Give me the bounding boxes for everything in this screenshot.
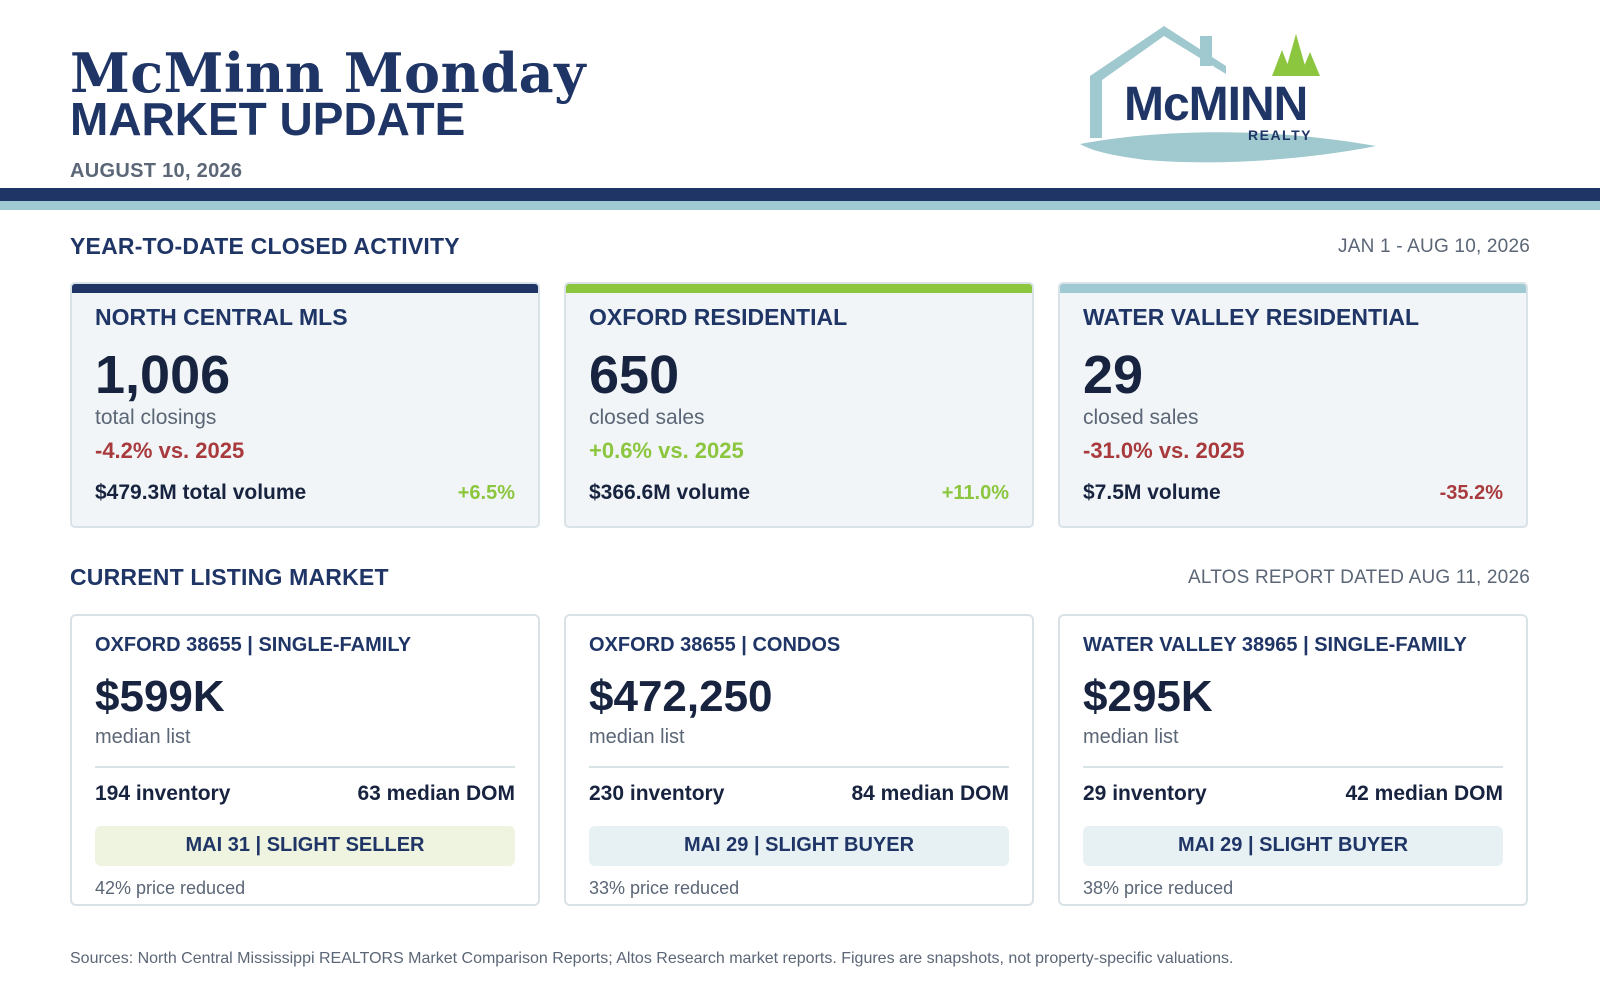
header-band-light bbox=[0, 201, 1600, 210]
card-unit: closed sales bbox=[1083, 406, 1199, 429]
card-title: OXFORD RESIDENTIAL bbox=[589, 304, 848, 330]
inventory-count: 230 inventory bbox=[589, 782, 725, 805]
page-title-script: McMinn Monday bbox=[70, 41, 586, 105]
card-yoy-change: -4.2% vs. 2025 bbox=[95, 438, 245, 463]
median-list-value: $472,250 bbox=[589, 672, 773, 721]
card-accent-bar bbox=[566, 284, 1032, 293]
listing-card-title: OXFORD 38655 | CONDOS bbox=[589, 634, 841, 656]
card-unit: total closings bbox=[95, 406, 217, 429]
ground-swoosh-icon bbox=[1080, 132, 1376, 163]
divider bbox=[589, 766, 1009, 768]
header-band-dark bbox=[0, 188, 1600, 201]
report-date: AUGUST 10, 2026 bbox=[70, 160, 243, 182]
listing-card-water-valley-sf: WATER VALLEY 38965 | SINGLE-FAMILY $295K… bbox=[1058, 614, 1528, 906]
listing-section-title: CURRENT LISTING MARKET bbox=[70, 564, 389, 590]
logo-wordmark: McMINN bbox=[1124, 78, 1307, 131]
price-reduced-stat: 42% price reduced bbox=[95, 878, 246, 898]
card-value: 29 bbox=[1083, 345, 1144, 405]
card-title: WATER VALLEY RESIDENTIAL bbox=[1083, 304, 1420, 330]
mcminn-realty-logo: McMINN REALTY bbox=[1080, 26, 1376, 163]
divider bbox=[95, 766, 515, 768]
card-value: 1,006 bbox=[95, 345, 231, 405]
median-dom: 42 median DOM bbox=[1345, 782, 1503, 805]
card-volume-change: +11.0% bbox=[941, 482, 1009, 504]
card-yoy-change: -31.0% vs. 2025 bbox=[1083, 438, 1245, 463]
card-volume-change: -35.2% bbox=[1439, 482, 1503, 504]
mai-badge: MAI 31 | SLIGHT SELLER bbox=[95, 826, 515, 866]
card-volume-change: +6.5% bbox=[457, 482, 515, 504]
ytd-date-range: JAN 1 - AUG 10, 2026 bbox=[1338, 236, 1530, 257]
card-unit: closed sales bbox=[589, 406, 705, 429]
card-volume: $366.6M volume bbox=[589, 481, 751, 504]
median-list-label: median list bbox=[1083, 726, 1179, 748]
listing-card-title: OXFORD 38655 | SINGLE-FAMILY bbox=[95, 634, 412, 656]
listing-source-date: ALTOS REPORT DATED AUG 11, 2026 bbox=[1187, 567, 1530, 588]
ytd-card-north-central: NORTH CENTRAL MLS 1,006 total closings -… bbox=[70, 282, 540, 528]
mai-badge: MAI 29 | SLIGHT BUYER bbox=[589, 826, 1009, 866]
price-reduced-stat: 33% price reduced bbox=[589, 878, 740, 898]
card-accent-bar bbox=[72, 284, 538, 293]
inventory-count: 194 inventory bbox=[95, 782, 231, 805]
listing-card-oxford-sf: OXFORD 38655 | SINGLE-FAMILY $599K media… bbox=[70, 614, 540, 906]
ytd-card-water-valley: WATER VALLEY RESIDENTIAL 29 closed sales… bbox=[1058, 282, 1528, 528]
card-accent-bar bbox=[1060, 284, 1526, 293]
inventory-count: 29 inventory bbox=[1083, 782, 1207, 805]
logo-subtext: REALTY bbox=[1248, 127, 1312, 143]
card-title: NORTH CENTRAL MLS bbox=[95, 304, 348, 330]
sources-footnote: Sources: North Central Mississippi REALT… bbox=[70, 950, 1234, 967]
median-dom: 84 median DOM bbox=[851, 782, 1009, 805]
median-dom: 63 median DOM bbox=[357, 782, 515, 805]
median-list-label: median list bbox=[589, 726, 685, 748]
listing-card-oxford-condos: OXFORD 38655 | CONDOS $472,250 median li… bbox=[564, 614, 1034, 906]
house-roof-icon bbox=[1090, 26, 1226, 138]
listing-card-title: WATER VALLEY 38965 | SINGLE-FAMILY bbox=[1083, 634, 1467, 656]
ytd-card-oxford: OXFORD RESIDENTIAL 650 closed sales +0.6… bbox=[564, 282, 1034, 528]
page-header: McMinn Monday MARKET UPDATE AUGUST 10, 2… bbox=[70, 44, 586, 183]
card-yoy-change: +0.6% vs. 2025 bbox=[589, 438, 744, 463]
card-volume: $479.3M total volume bbox=[95, 481, 307, 504]
card-value: 650 bbox=[589, 345, 680, 405]
card-volume: $7.5M volume bbox=[1083, 481, 1221, 504]
pine-trees-icon bbox=[1272, 34, 1320, 76]
median-list-value: $599K bbox=[95, 672, 225, 721]
ytd-section-title: YEAR-TO-DATE CLOSED ACTIVITY bbox=[70, 233, 460, 259]
median-list-value: $295K bbox=[1083, 672, 1213, 721]
mai-badge: MAI 29 | SLIGHT BUYER bbox=[1083, 826, 1503, 866]
divider bbox=[1083, 766, 1503, 768]
price-reduced-stat: 38% price reduced bbox=[1083, 878, 1234, 898]
median-list-label: median list bbox=[95, 726, 191, 748]
page-title: MARKET UPDATE bbox=[70, 93, 466, 145]
chimney-icon bbox=[1200, 36, 1212, 66]
